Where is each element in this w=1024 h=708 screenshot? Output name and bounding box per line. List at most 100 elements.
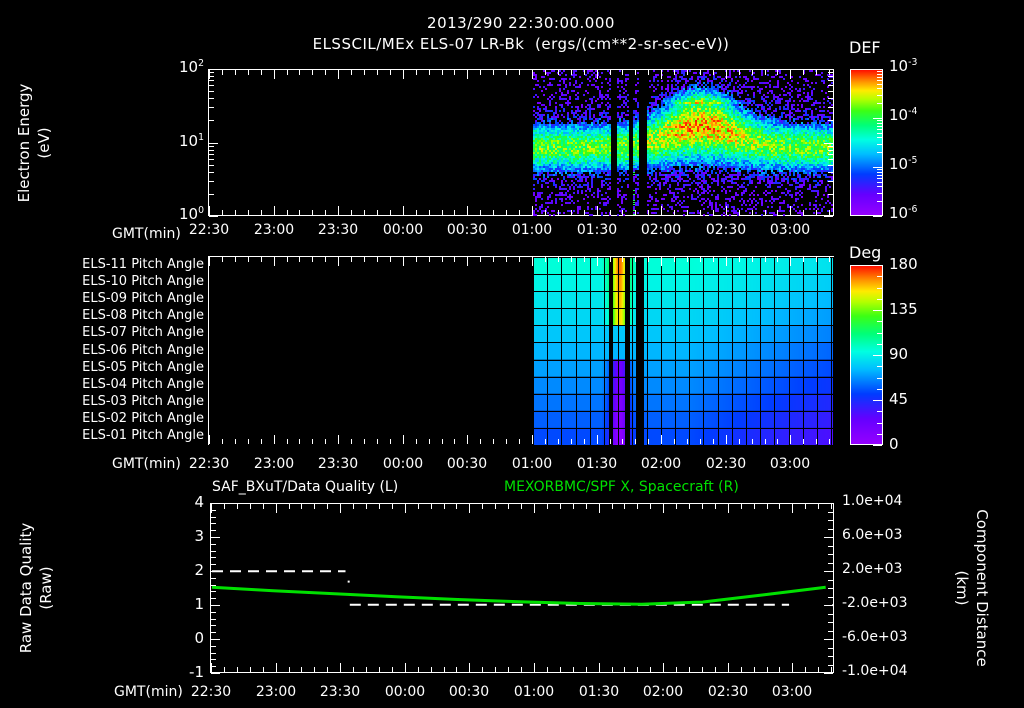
x-tick-minor [274,70,275,79]
x-tick-minor [547,504,548,509]
x-tick-minor [299,70,300,75]
y-tick [828,181,833,182]
x-tick-minor [248,439,249,444]
x-tick-minor [584,439,585,444]
x-tick-minor [779,504,780,509]
timeseries-canvas [211,504,833,672]
colorbar-tick [877,152,882,153]
colorbar-tick [877,344,882,345]
pitch-angle-row-label: ELS-03 Pitch Angle [82,394,204,409]
x-tick-minor [558,257,559,262]
x-tick-minor [403,70,404,79]
x-tick-minor [301,504,302,509]
x-tick-label: 03:00 [771,684,813,700]
x-tick-minor [676,667,677,672]
y-tick [824,537,833,538]
x-tick-minor [261,70,262,75]
x-tick-minor [739,257,740,262]
x-tick-minor [584,210,585,215]
x-tick-minor [519,70,520,75]
x-tick-minor [754,667,755,672]
x-tick-minor [224,504,225,509]
x-tick-minor [635,70,636,75]
x-tick-minor [790,206,791,215]
x-tick-minor [622,439,623,444]
x-tick-minor [403,257,404,266]
x-tick-minor [715,504,716,509]
x-tick-minor [405,504,406,513]
colorbar-tick-label: 10-4 [889,106,918,124]
x-tick-label: 00:30 [446,456,488,472]
x-tick-minor [521,504,522,509]
y-tick [828,98,833,99]
x-tick-minor [560,504,561,509]
x-tick-minor [312,210,313,215]
x-tick-minor [312,70,313,75]
x-tick-label: 01:30 [576,222,618,238]
x-tick-minor [790,435,791,444]
panel1-y-axis-label-text: Electron Energy (eV) [15,83,53,202]
colorbar-tick [877,193,882,194]
y-tick [209,72,214,73]
x-tick-minor [467,70,468,79]
colorbar-tick [877,74,882,75]
x-tick-minor [325,70,326,75]
x-tick-minor [622,210,623,215]
y-tick [828,588,833,589]
y-tick [824,503,833,504]
y-tick [211,517,216,518]
x-tick-minor [687,257,688,262]
y-tick [211,503,220,504]
x-tick-minor [689,504,690,509]
x-tick-minor [467,435,468,444]
colorbar-tick [877,378,882,379]
x-tick-minor [454,70,455,75]
colorbar-tick-label: 10-5 [889,155,918,173]
colorbar-tick [877,172,882,173]
pitch-angle-row-label: ELS-08 Pitch Angle [82,308,204,323]
y-tick [828,614,833,615]
x-tick-minor [752,70,753,75]
x-tick-minor [403,435,404,444]
y-tick [209,165,214,166]
x-tick-minor [610,439,611,444]
colorbar-tick [877,88,882,89]
y-tick-label-right: -6.0e+03 [842,629,908,645]
y-tick [828,120,833,121]
x-tick-minor [390,70,391,75]
x-tick-minor [831,667,832,672]
x-tick-label: 23:00 [255,684,297,700]
x-tick-minor [648,439,649,444]
x-tick-label: 00:30 [448,684,490,700]
x-tick-minor [377,439,378,444]
x-tick-minor [274,257,275,266]
x-tick-minor [508,667,509,672]
x-tick-minor [713,210,714,215]
x-tick-minor [728,663,729,672]
x-tick-minor [663,663,664,672]
y-tick-label-right: -2.0e+03 [842,595,908,611]
y-tick [211,523,216,524]
x-tick-minor [610,70,611,75]
x-tick-minor [624,667,625,672]
x-tick-minor [790,257,791,266]
x-tick-minor [274,206,275,215]
y-tick [828,622,833,623]
x-tick-minor [519,439,520,444]
x-tick-minor [366,667,367,672]
x-tick-label: 02:00 [642,684,684,700]
x-tick-minor [351,439,352,444]
x-tick-minor [261,210,262,215]
colorbar-tick [877,299,882,300]
pitch-angle-panel [208,256,834,445]
x-tick-minor [480,257,481,262]
x-tick-label: 02:30 [705,456,747,472]
y-tick [828,194,833,195]
x-tick-minor [571,257,572,262]
pitch-angle-row-label: ELS-07 Pitch Angle [82,325,204,340]
x-tick-minor [754,504,755,509]
y-tick [209,98,214,99]
y-tick [824,673,833,674]
y-tick [828,597,833,598]
x-tick-minor [687,210,688,215]
